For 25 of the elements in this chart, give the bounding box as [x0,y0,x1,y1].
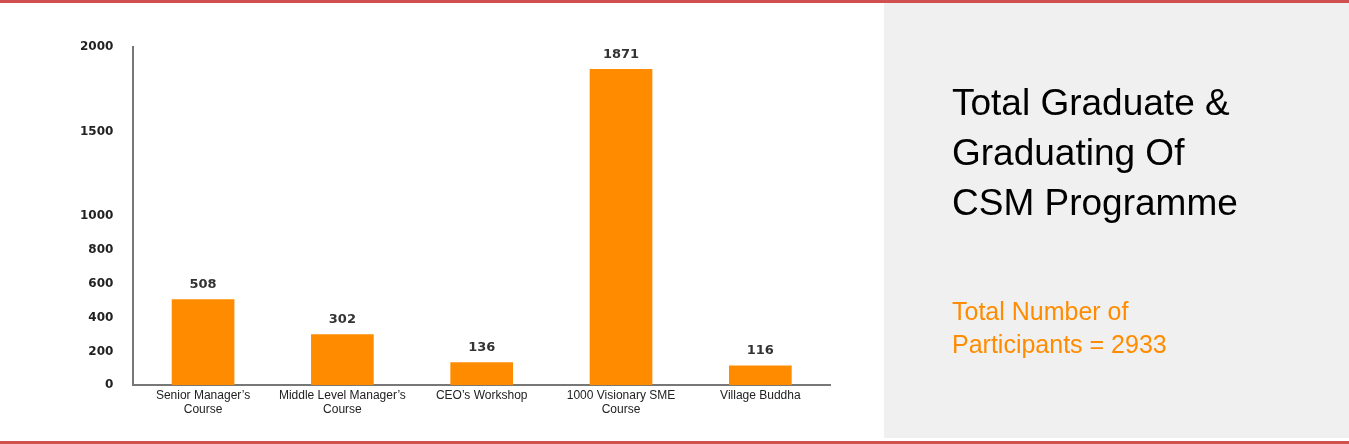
bar [589,69,653,386]
y-tick-label: 1500 [79,123,114,138]
y-tick-label: 200 [88,343,114,358]
y-tick-label: 1000 [79,208,114,223]
x-tick-label: Village Buddha [720,387,801,402]
y-tick-label: 2000 [79,39,114,54]
y-tick-label: 0 [105,377,114,392]
x-tick-label: Middle Level Manager’s Course [278,387,406,417]
bar [171,299,235,386]
y-tick-label: 400 [88,309,114,324]
x-tick-label: CEO’s Workshop [435,387,528,402]
text: Total Number of Participants = 2933 [952,296,1168,360]
y-tick-label: 600 [88,275,114,290]
bar [311,334,374,386]
text: Total Graduate & Graduating Of CSM Programme [952,81,1239,225]
bar [728,365,792,386]
x-tick-label: 1000 Visionary SME Course [566,387,676,417]
data-label: 302 [328,311,356,327]
data-label: 116 [746,342,774,358]
data-label: 1871 [602,45,640,61]
data-label: 136 [468,339,496,355]
x-tick-label: Senior Manager’s Course [155,387,251,417]
y-tick-label: 800 [88,242,114,257]
bar [450,362,514,386]
data-label: 508 [189,276,217,292]
